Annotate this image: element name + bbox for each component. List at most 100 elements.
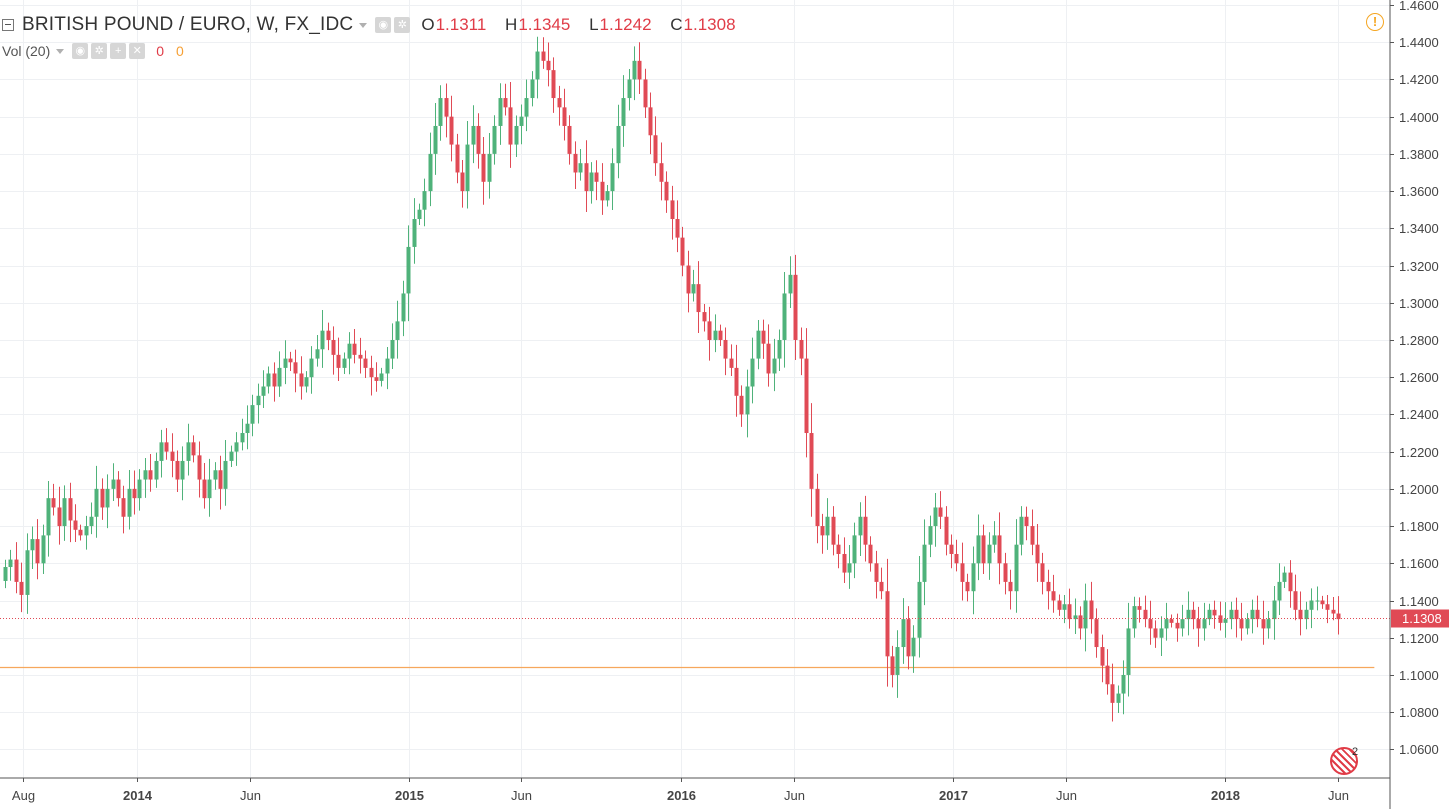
- volume-close-icon[interactable]: ✕: [129, 43, 146, 59]
- candle: [444, 83, 449, 138]
- candle: [250, 394, 255, 437]
- candle: [277, 351, 282, 397]
- candle-body: [245, 423, 250, 434]
- candle-body: [1229, 609, 1234, 620]
- candle-body: [976, 535, 981, 564]
- candle-body: [202, 479, 207, 499]
- collapse-legend-icon[interactable]: [2, 19, 14, 31]
- candle: [530, 71, 535, 107]
- candle-body: [111, 479, 116, 489]
- candle: [906, 606, 911, 670]
- price-axis[interactable]: 1.4600 1.4400 1.4200 1.4000 1.3800 1.3600 1.34…: [1389, 0, 1439, 809]
- candle: [1255, 595, 1260, 628]
- gear-icon[interactable]: ✲: [394, 17, 411, 33]
- candle: [374, 362, 379, 392]
- candle-body: [449, 116, 454, 145]
- candle-body: [842, 553, 847, 573]
- candle: [428, 132, 433, 207]
- candle: [385, 347, 390, 390]
- symbol-title[interactable]: BRITISH POUND / EURO, W, FX_IDC: [22, 14, 354, 35]
- candle: [438, 85, 443, 141]
- symbol-menu-chevron-down-icon[interactable]: [359, 22, 368, 28]
- price-tick-label: 1.3800: [1399, 147, 1439, 162]
- candle-body: [922, 544, 927, 582]
- eye-icon[interactable]: ◉: [375, 17, 392, 33]
- candle: [1277, 563, 1282, 616]
- candle: [62, 485, 67, 541]
- candle: [100, 478, 105, 520]
- candle: [1083, 583, 1088, 652]
- candle-body: [94, 488, 99, 517]
- candle: [245, 405, 250, 450]
- candle: [1298, 591, 1303, 636]
- time-tick-label: 2018: [1211, 788, 1240, 803]
- candle: [782, 271, 787, 368]
- candle-body: [1218, 615, 1223, 623]
- candle: [299, 356, 304, 400]
- candle-body: [524, 98, 529, 117]
- candle-body: [766, 343, 771, 374]
- candle: [686, 250, 691, 313]
- volume-gear-icon[interactable]: ✲: [91, 43, 108, 59]
- time-tick-label: 2016: [667, 788, 696, 803]
- candle: [148, 453, 153, 492]
- candle: [304, 371, 309, 393]
- candle: [1309, 588, 1314, 629]
- candle: [68, 482, 73, 543]
- candle: [637, 42, 642, 94]
- candle-body: [320, 330, 325, 350]
- candle-body: [890, 656, 895, 675]
- candle: [111, 463, 116, 502]
- volume-eye-icon[interactable]: ◉: [72, 43, 89, 59]
- candle-body: [718, 330, 723, 340]
- candle-body: [971, 563, 976, 592]
- last-price-label: 1.1308: [1402, 611, 1442, 626]
- candle: [1019, 506, 1024, 556]
- candle-body: [25, 550, 30, 595]
- candle-body: [992, 535, 997, 545]
- candle-body: [589, 172, 594, 192]
- candle-body: [1202, 619, 1207, 629]
- candle-body: [702, 312, 707, 322]
- time-axis[interactable]: Aug 2014 Jun 2015 Jun 2016 Jun 2017 Jun 2018 Jun: [0, 777, 1390, 803]
- candle: [492, 115, 497, 165]
- candle: [1137, 597, 1142, 623]
- candle-body: [680, 237, 685, 266]
- candle: [825, 498, 830, 550]
- candle: [159, 429, 164, 478]
- volume-menu-chevron-down-icon[interactable]: [56, 48, 65, 54]
- candle-body: [1320, 600, 1325, 605]
- candle-body: [729, 358, 734, 368]
- candle-body: [1105, 665, 1110, 685]
- volume-value-1: 0: [156, 43, 165, 59]
- candle-body: [159, 442, 164, 461]
- candle-body: [395, 321, 400, 340]
- candle-body: [987, 544, 992, 564]
- candle: [1148, 600, 1153, 645]
- candle-body: [885, 591, 890, 657]
- candle: [207, 458, 212, 517]
- volume-plus-icon[interactable]: +: [110, 43, 127, 59]
- candle-body: [1132, 606, 1137, 629]
- candle: [890, 645, 895, 688]
- candle: [315, 335, 320, 367]
- chart-grid: [0, 0, 1390, 778]
- candle-body: [879, 581, 884, 592]
- uk-flag-compare-icon[interactable]: [1330, 747, 1358, 775]
- candle: [584, 140, 589, 213]
- candle-body: [1223, 619, 1228, 623]
- candle: [707, 306, 712, 361]
- candle: [1304, 601, 1309, 630]
- volume-label[interactable]: Vol (20): [2, 43, 51, 59]
- candle-body: [175, 460, 180, 480]
- warning-alert-icon[interactable]: !: [1366, 13, 1384, 31]
- candle-body: [519, 116, 524, 126]
- candle-body: [1288, 572, 1293, 592]
- candle-body: [234, 442, 239, 452]
- price-tick-label: 1.2600: [1399, 370, 1439, 385]
- candle-body: [1261, 619, 1266, 629]
- candle-body: [1046, 581, 1051, 592]
- candle-body: [637, 60, 642, 80]
- candle: [73, 504, 78, 542]
